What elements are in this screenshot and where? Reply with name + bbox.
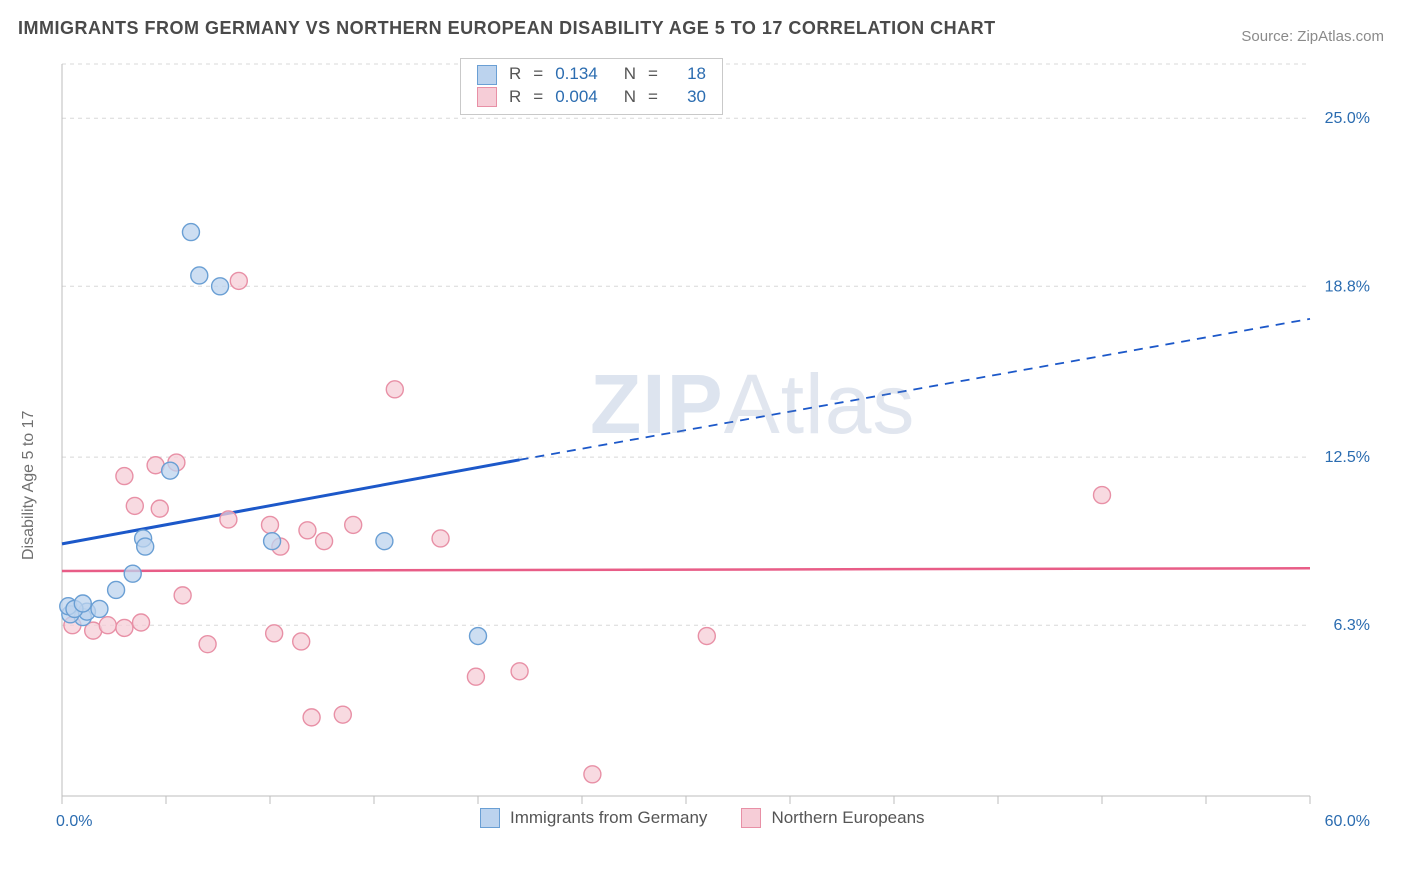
legend-r-value-northern: 0.004 [549, 86, 604, 109]
point-northern [467, 668, 484, 685]
legend-series: Immigrants from Germany Northern European… [480, 808, 925, 828]
point-northern [299, 522, 316, 539]
legend-item-germany: Immigrants from Germany [480, 808, 707, 828]
point-northern [199, 636, 216, 653]
trendline-northern [62, 568, 1310, 571]
point-northern [698, 628, 715, 645]
point-germany [137, 538, 154, 555]
point-northern [174, 587, 191, 604]
y-tick-label: 6.3% [1334, 617, 1370, 634]
legend-label-northern: Northern Europeans [771, 808, 924, 828]
legend-swatch-germany [480, 808, 500, 828]
point-northern [511, 663, 528, 680]
point-germany [91, 600, 108, 617]
y-tick-label: 25.0% [1325, 110, 1370, 127]
source-link[interactable]: ZipAtlas.com [1297, 28, 1384, 45]
point-germany [212, 278, 229, 295]
legend-row-germany: R=0.134N=18 [471, 63, 712, 86]
x-max-label: 60.0% [1325, 813, 1370, 830]
chart-title: IMMIGRANTS FROM GERMANY VS NORTHERN EURO… [18, 18, 996, 39]
point-germany [124, 565, 141, 582]
point-germany [264, 533, 281, 550]
legend-swatch-northern [741, 808, 761, 828]
point-northern [584, 766, 601, 783]
chart-container: IMMIGRANTS FROM GERMANY VS NORTHERN EURO… [0, 0, 1406, 892]
legend-r-key: R [503, 86, 527, 109]
source-label: Source: [1241, 28, 1293, 45]
point-germany [162, 462, 179, 479]
legend-n-value-germany: 18 [664, 63, 712, 86]
point-germany [182, 224, 199, 241]
point-northern [116, 468, 133, 485]
y-tick-label: 12.5% [1325, 449, 1370, 466]
point-northern [126, 497, 143, 514]
y-tick-label: 18.8% [1325, 278, 1370, 295]
point-germany [376, 533, 393, 550]
point-northern [99, 617, 116, 634]
legend-row-northern: R=0.004N=30 [471, 86, 712, 109]
point-northern [230, 272, 247, 289]
point-northern [262, 516, 279, 533]
legend-r-value-germany: 0.134 [549, 63, 604, 86]
point-northern [345, 516, 362, 533]
trendline-dashed-germany [520, 319, 1310, 460]
point-northern [386, 381, 403, 398]
legend-n-key: N [618, 86, 642, 109]
legend-r-key: R [503, 63, 527, 86]
point-northern [151, 500, 168, 517]
point-germany [191, 267, 208, 284]
legend-swatch-northern [477, 87, 497, 107]
legend-label-germany: Immigrants from Germany [510, 808, 707, 828]
point-northern [432, 530, 449, 547]
legend-swatch-germany [477, 65, 497, 85]
legend-item-northern: Northern Europeans [741, 808, 924, 828]
source-attribution: Source: ZipAtlas.com [1241, 28, 1384, 45]
point-germany [74, 595, 91, 612]
point-northern [266, 625, 283, 642]
legend-correlation-box: R=0.134N=18R=0.004N=30 [460, 58, 723, 115]
point-northern [334, 706, 351, 723]
point-northern [293, 633, 310, 650]
point-northern [116, 619, 133, 636]
point-germany [470, 628, 487, 645]
x-min-label: 0.0% [56, 813, 92, 830]
point-northern [133, 614, 150, 631]
chart-svg: 6.3% 12.5% 18.8% 25.0% 0.0% 60.0% [50, 56, 1380, 836]
y-axis-title: Disability Age 5 to 17 [20, 411, 38, 560]
point-germany [108, 581, 125, 598]
point-northern [1094, 487, 1111, 504]
plot-area: 6.3%12.5%18.8%25.0%0.0%60.0% ZIPAtlas R=… [50, 56, 1380, 836]
legend-n-key: N [618, 63, 642, 86]
point-northern [220, 511, 237, 528]
point-northern [303, 709, 320, 726]
point-northern [316, 533, 333, 550]
legend-n-value-northern: 30 [664, 86, 712, 109]
